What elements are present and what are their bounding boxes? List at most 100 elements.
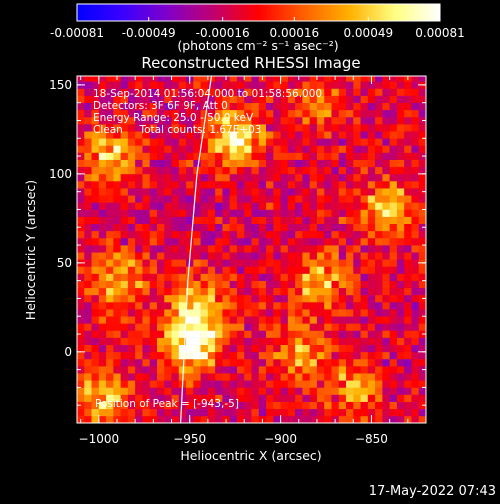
heatmap-cell [324,337,332,346]
heatmap-cell [142,195,151,203]
heatmap-cell [207,188,216,196]
heatmap-cell [338,344,347,353]
heatmap-cell [375,102,383,111]
heatmap-cell [360,316,369,324]
heatmap-cell [331,202,340,210]
heatmap-cell [251,95,260,103]
heatmap-cell [164,387,172,395]
heatmap-cell [360,230,369,239]
heatmap-cell [77,323,85,331]
heatmap-cell [302,173,310,182]
heatmap-cell [135,131,143,139]
heatmap-cell [244,145,252,153]
heatmap-cell [316,152,325,160]
heatmap-cell [149,373,158,381]
heatmap-cell [302,287,310,296]
heatmap-cell [404,230,412,239]
heatmap-cell [127,245,136,253]
heatmap-cell [106,323,114,331]
heatmap-cell [280,394,289,402]
heatmap-cell [302,209,310,217]
heatmap-cell [353,280,361,289]
heatmap-cell [77,387,85,395]
heatmap-cell [353,230,361,239]
heatmap-cell [396,180,405,189]
heatmap-cell [295,230,303,239]
heatmap-cell [338,223,347,232]
heatmap-cell [367,287,376,296]
heatmap-cell [396,266,405,274]
heatmap-cell [200,287,209,296]
heatmap-cell [106,366,114,374]
heatmap-cell [149,209,158,217]
heatmap-cell [295,138,303,146]
heatmap-cell [346,216,354,224]
heatmap-cell [258,294,267,303]
heatmap-cell [302,366,310,374]
heatmap-cell [280,252,289,260]
heatmap-cell [178,415,187,423]
heatmap-cell [302,180,310,189]
heatmap-cell [251,202,260,210]
heatmap-cell [164,344,172,353]
heatmap-cell [244,287,252,296]
heatmap-cell [338,159,347,168]
heatmap-cell [193,159,201,168]
heatmap-cell [295,344,303,353]
heatmap-cell [164,152,172,160]
heatmap-cell [324,245,332,253]
heatmap-cell [222,380,230,388]
heatmap-cell [200,401,209,410]
heatmap-cell [106,116,114,125]
heatmap-cell [382,152,390,160]
heatmap-cell [258,202,267,210]
heatmap-cell [309,373,318,381]
heatmap-cell [411,259,420,267]
heatmap-cell [171,401,180,410]
heatmap-cell [229,138,238,146]
heatmap-cell [156,145,165,153]
heatmap-cell [280,273,289,281]
heatmap-cell [186,287,194,296]
heatmap-cell [127,116,136,125]
heatmap-cell [98,408,107,417]
heatmap-cell [418,387,426,395]
heatmap-cell [215,95,223,103]
heatmap-cell [287,223,296,232]
heatmap-cell [280,223,289,232]
heatmap-cell [207,415,216,423]
heatmap-cell [251,415,260,423]
heatmap-cell [302,95,310,103]
heatmap-cell [142,230,151,239]
heatmap-cell [178,337,187,346]
heatmap-cell [375,309,383,317]
heatmap-cell [302,237,310,246]
plot-frame [76,75,427,424]
heatmap-cell [396,323,405,331]
heatmap-cell [382,387,390,395]
heatmap-cell [266,337,274,346]
heatmap-cell [91,408,100,417]
heatmap-cell [316,88,325,96]
heatmap-cell [302,415,310,423]
heatmap-cell [287,202,296,210]
heatmap-cell [396,273,405,281]
heatmap-cell [106,294,114,303]
heatmap-cell [367,145,376,153]
heatmap-cell [295,323,303,331]
heatmap-cell [98,131,107,139]
heatmap-cell [375,252,383,260]
heatmap-cell [193,188,201,196]
heatmap-cell [331,316,340,324]
heatmap-cell [156,152,165,160]
heatmap-cell [266,202,274,210]
heatmap-cell [91,337,100,346]
heatmap-cell [200,216,209,224]
heatmap-cell [389,188,398,196]
heatmap-cell [295,188,303,196]
heatmap-cell [273,273,281,281]
heatmap-cell [222,408,230,417]
heatmap-cell [404,245,412,253]
heatmap-cell [229,116,238,125]
heatmap-cell [127,401,136,410]
